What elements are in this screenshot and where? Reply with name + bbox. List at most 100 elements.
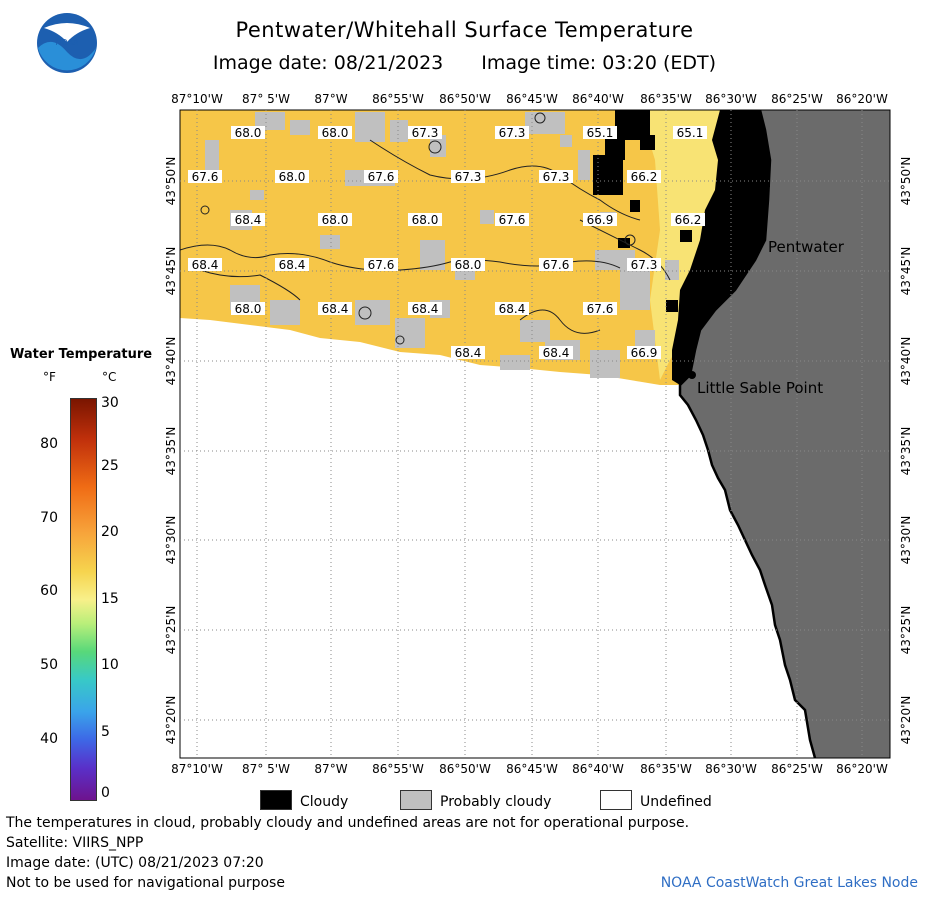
plot-frame [179, 109, 891, 759]
latitude-label: 43°30'N [899, 516, 913, 565]
longitude-label: 86°35'W [640, 92, 692, 106]
temperature-value-label: 67.3 [543, 170, 570, 184]
longitude-label: 87°10'W [171, 92, 223, 106]
temperature-value-label: 68.4 [322, 302, 349, 316]
latitude-label: 43°40'N [164, 337, 178, 386]
noaa-logo-icon: NOAA [37, 13, 97, 73]
image-time: Image time: 03:20 (EDT) [481, 52, 717, 74]
legend-unit-fahrenheit: °F [43, 370, 56, 384]
temperature-label-bg [451, 346, 485, 359]
image-date: Image date: 08/21/2023 [212, 52, 444, 74]
latitude-label: 43°20'N [899, 696, 913, 745]
latitude-label: 43°20'N [164, 696, 178, 745]
credit-link[interactable]: NOAA CoastWatch Great Lakes Node [660, 875, 918, 891]
temperature-label-bg [231, 213, 265, 226]
satellite-info: Satellite: VIIRS_NPP [6, 835, 144, 851]
temperature-label-bg [364, 170, 398, 183]
latitude-label: 43°35'N [899, 427, 913, 476]
longitude-label: 87° 5'W [242, 92, 290, 106]
temperature-label-bg [275, 170, 309, 183]
shoreline [678, 110, 817, 758]
probably-cloudy-label: Probably cloudy [440, 794, 552, 810]
navigation-warning: Not to be used for navigational purpose [6, 875, 285, 891]
probably-cloudy-patches [205, 112, 679, 378]
temperature-label-bg [583, 213, 617, 226]
legend-c-tick: 15 [101, 591, 119, 607]
operational-note: The temperatures in cloud, probably clou… [6, 815, 690, 831]
temperature-value-label: 67.6 [587, 302, 614, 316]
cloudy-label: Cloudy [300, 794, 349, 810]
temperature-value-label: 67.6 [543, 258, 570, 272]
temperature-value-label: 66.2 [675, 213, 702, 227]
temperature-value-label: 66.9 [631, 346, 658, 360]
latitude-label: 43°45'N [899, 247, 913, 296]
temperature-label-bg [231, 126, 265, 139]
longitude-labels-top: 87°10'W 87° 5'W 87°W 86°55'W 86°50'W 86°45'W 8… [171, 92, 888, 106]
temperature-label-bg [231, 302, 265, 315]
longitude-label: 86°20'W [836, 92, 888, 106]
latitude-label: 43°25'N [899, 606, 913, 655]
latitude-label: 43°45'N [164, 247, 178, 296]
temperature-label-bg [188, 258, 222, 271]
latitude-label: 43°25'N [164, 606, 178, 655]
longitude-label: 86°50'W [439, 762, 491, 776]
temperature-value-label: 68.4 [279, 258, 306, 272]
latitude-labels-right: 43°50'N 43°45'N 43°40'N 43°35'N 43°30'N 43°25… [899, 157, 913, 745]
legend-f-tick: 60 [40, 583, 58, 599]
latitude-label: 43°30'N [164, 516, 178, 565]
longitude-label: 87°10'W [171, 762, 223, 776]
temperature-label-bg [539, 346, 573, 359]
temperature-value-label: 68.0 [322, 213, 349, 227]
temperature-value-label: 67.3 [455, 170, 482, 184]
utc-image-date: Image date: (UTC) 08/21/2023 07:20 [6, 855, 264, 871]
latitude-label: 43°35'N [164, 427, 178, 476]
legend-unit-celsius: °C [102, 370, 117, 384]
temperature-value-label: 68.0 [412, 213, 439, 227]
temperature-value-label: 68.4 [235, 213, 262, 227]
temperature-value-label: 68.0 [279, 170, 306, 184]
legend-f-tick: 80 [40, 436, 58, 452]
temperature-label-bg [583, 126, 617, 139]
longitude-label: 86°50'W [439, 92, 491, 106]
longitude-label: 86°20'W [836, 762, 888, 776]
temperature-label-bg [495, 302, 529, 315]
temperature-value-label: 68.4 [499, 302, 526, 316]
temperature-value-label: 68.0 [322, 126, 349, 140]
longitude-label: 87°W [314, 92, 347, 106]
temperature-label-bg [318, 126, 352, 139]
temperature-label-bg [627, 258, 661, 271]
longitude-label: 86°30'W [705, 762, 757, 776]
longitude-label: 87°W [314, 762, 347, 776]
longitude-label: 86°40'W [572, 92, 624, 106]
temperature-value-labels: 68.0 68.0 67.3 67.3 65.1 65.1 67.6 68.0 67.6 67.3… [188, 126, 707, 360]
little-sable-point-marker [688, 371, 696, 379]
temperature-label-bg [451, 258, 485, 271]
temperature-value-label: 68.4 [192, 258, 219, 272]
temperature-label-bg [364, 258, 398, 271]
temperature-label-bg [408, 302, 442, 315]
temperature-value-label: 68.0 [235, 126, 262, 140]
temperature-value-label: 67.6 [499, 213, 526, 227]
temperature-value-label: 66.2 [631, 170, 658, 184]
cloud-patches [593, 110, 770, 312]
temperature-label-bg [408, 126, 442, 139]
temperature-label-bg [495, 126, 529, 139]
undefined-swatch [600, 790, 632, 810]
longitude-label: 86°40'W [572, 762, 624, 776]
graticule-grid [180, 110, 890, 758]
cloudy-swatch [260, 790, 292, 810]
legend-f-tick: 40 [40, 731, 58, 747]
temperature-value-label: 67.3 [499, 126, 526, 140]
temperature-value-label: 65.1 [677, 126, 704, 140]
temperature-value-label: 68.0 [455, 258, 482, 272]
temperature-value-label: 66.9 [587, 213, 614, 227]
temperature-label-bg [539, 258, 573, 271]
longitude-label: 86°25'W [771, 762, 823, 776]
image-date-time: Image date: 08/21/2023 Image time: 03:20… [0, 52, 929, 74]
temperature-label-bg [318, 302, 352, 315]
land-area [680, 110, 890, 758]
longitude-labels-bottom: 87°10'W 87° 5'W 87°W 86°55'W 86°50'W 86°45'W 8… [171, 762, 888, 776]
nearshore-warm-band [640, 110, 740, 380]
temperature-label-bg [275, 258, 309, 271]
